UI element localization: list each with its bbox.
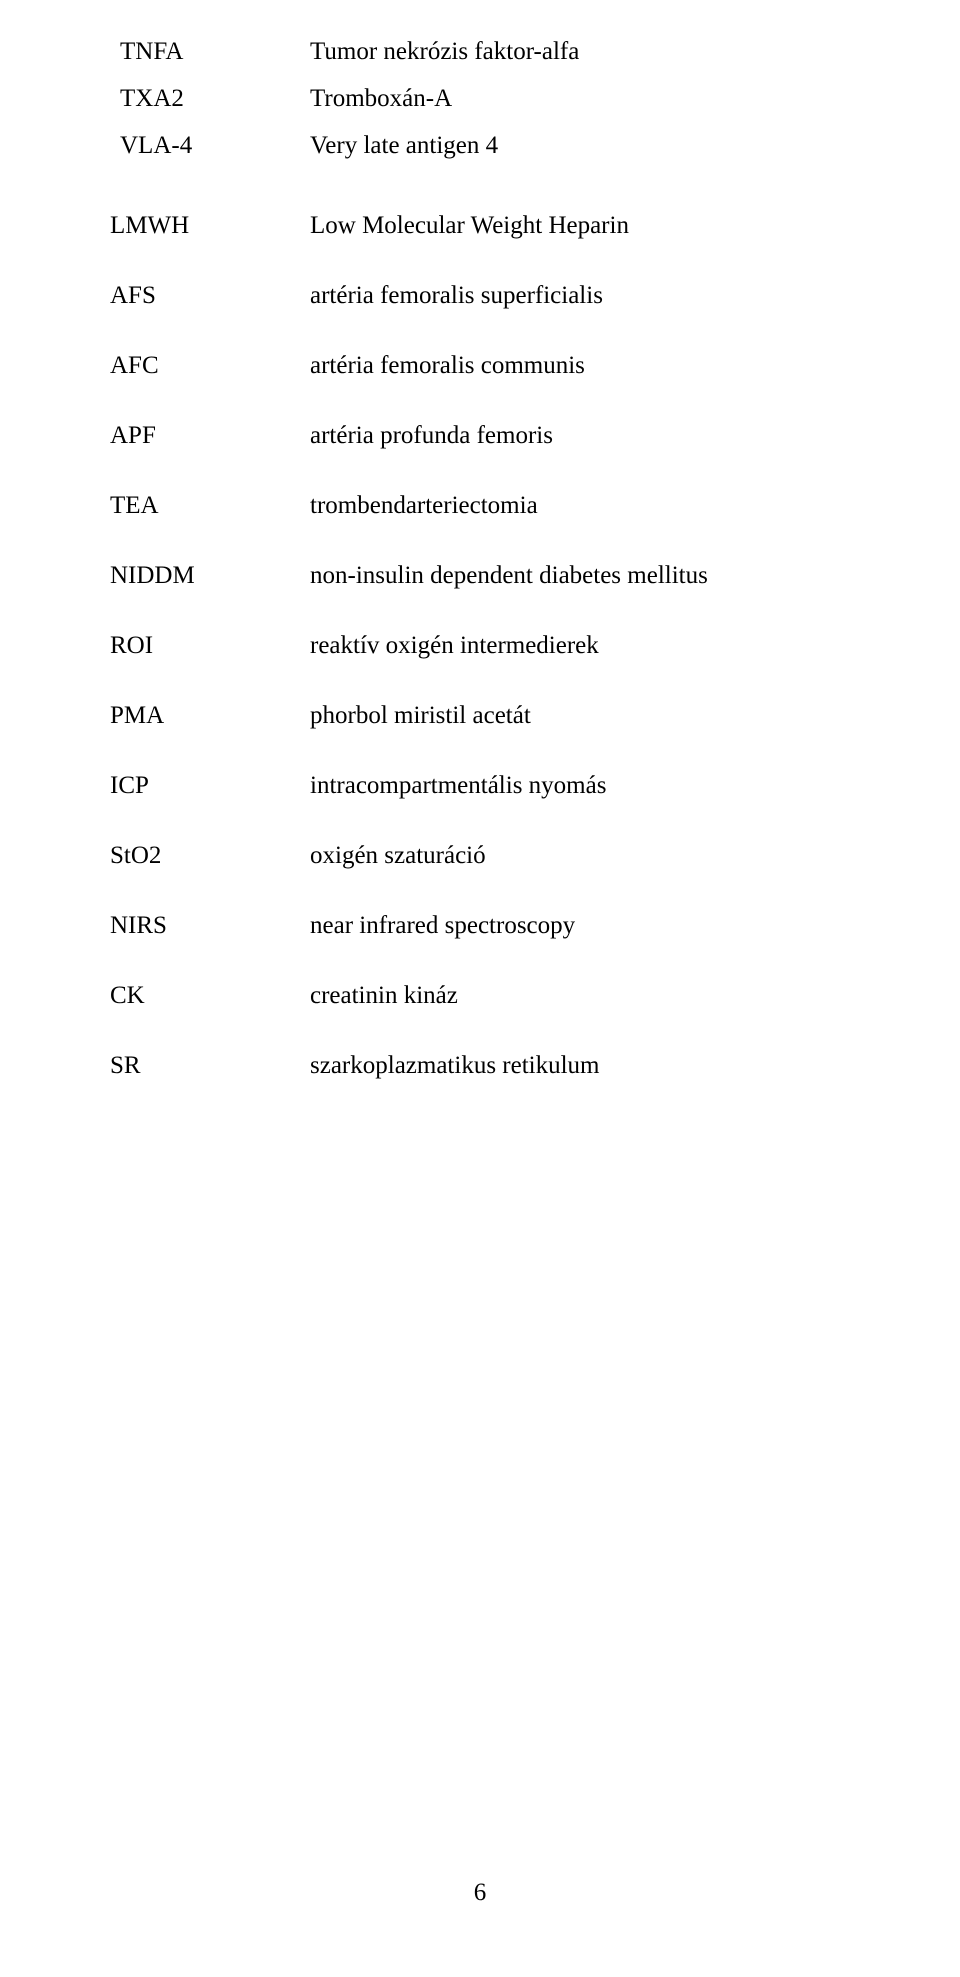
abbreviation-definition: non-insulin dependent diabetes mellitus [310, 562, 870, 590]
abbreviation-definition: oxigén szaturáció [310, 842, 870, 870]
abbreviation-row: NIRSnear infrared spectroscopy [110, 912, 870, 940]
abbreviation-term: APF [110, 422, 310, 450]
abbreviation-term: TEA [110, 492, 310, 520]
abbreviation-term: SR [110, 1052, 310, 1080]
abbreviation-row: ROIreaktív oxigén intermedierek [110, 632, 870, 660]
abbreviation-term: ROI [110, 632, 310, 660]
abbreviation-row: ICPintracompartmentális nyomás [110, 772, 870, 800]
abbreviation-row: VLA-4Very late antigen 4 [110, 132, 870, 160]
abbreviation-row: LMWHLow Molecular Weight Heparin [110, 212, 870, 240]
abbreviation-term: TXA2 [110, 85, 310, 113]
abbreviation-row: TNFATumor nekrózis faktor-alfa [110, 38, 870, 66]
abbreviation-term: VLA-4 [110, 132, 310, 160]
abbreviation-definition: creatinin kináz [310, 982, 870, 1010]
abbreviation-term: PMA [110, 702, 310, 730]
abbreviation-definition: phorbol miristil acetát [310, 702, 870, 730]
abbreviation-term: CK [110, 982, 310, 1010]
abbreviation-row: APFartéria profunda femoris [110, 422, 870, 450]
top-abbreviation-group: TNFATumor nekrózis faktor-alfaTXA2Trombo… [110, 38, 870, 160]
abbreviation-definition: reaktív oxigén intermedierek [310, 632, 870, 660]
main-abbreviation-group: LMWHLow Molecular Weight HeparinAFSartér… [110, 212, 870, 1080]
abbreviation-term: TNFA [110, 38, 310, 66]
abbreviation-term: LMWH [110, 212, 310, 240]
abbreviation-term: StO2 [110, 842, 310, 870]
abbreviation-row: AFCartéria femoralis communis [110, 352, 870, 380]
abbreviation-row: NIDDMnon-insulin dependent diabetes mell… [110, 562, 870, 590]
abbreviation-term: NIDDM [110, 562, 310, 590]
abbreviation-definition: near infrared spectroscopy [310, 912, 870, 940]
abbreviation-term: AFS [110, 282, 310, 310]
abbreviation-definition: szarkoplazmatikus retikulum [310, 1052, 870, 1080]
abbreviation-definition: Tumor nekrózis faktor-alfa [310, 38, 870, 66]
abbreviation-row: CKcreatinin kináz [110, 982, 870, 1010]
abbreviation-row: PMAphorbol miristil acetát [110, 702, 870, 730]
abbreviation-row: SRszarkoplazmatikus retikulum [110, 1052, 870, 1080]
abbreviation-row: TEAtrombendarteriectomia [110, 492, 870, 520]
abbreviation-term: ICP [110, 772, 310, 800]
abbreviation-definition: Tromboxán-A [310, 85, 870, 113]
abbreviation-definition: artéria profunda femoris [310, 422, 870, 450]
abbreviation-row: TXA2Tromboxán-A [110, 85, 870, 113]
abbreviation-definition: artéria femoralis communis [310, 352, 870, 380]
abbreviation-definition: trombendarteriectomia [310, 492, 870, 520]
abbreviation-definition: intracompartmentális nyomás [310, 772, 870, 800]
abbreviation-definition: artéria femoralis superficialis [310, 282, 870, 310]
abbreviation-term: NIRS [110, 912, 310, 940]
abbreviation-definition: Very late antigen 4 [310, 132, 870, 160]
abbreviation-definition: Low Molecular Weight Heparin [310, 212, 870, 240]
abbreviation-row: StO2oxigén szaturáció [110, 842, 870, 870]
page-number: 6 [0, 1879, 960, 1907]
abbreviation-term: AFC [110, 352, 310, 380]
abbreviation-row: AFSartéria femoralis superficialis [110, 282, 870, 310]
